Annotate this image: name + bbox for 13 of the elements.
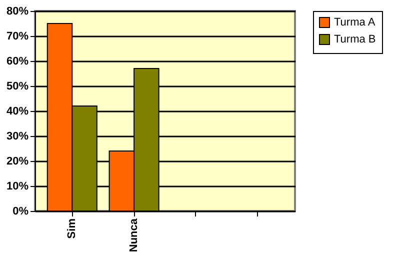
y-tick-label: 20%	[6, 156, 29, 168]
legend-label: Turma B	[334, 34, 376, 46]
legend-label: Turma A	[334, 16, 376, 28]
y-tick-label: 0%	[12, 206, 29, 218]
y-tick-label: 10%	[6, 180, 29, 192]
y-tick-label: 70%	[6, 30, 29, 42]
y-tick-label: 40%	[6, 106, 29, 118]
x-tick-label: Sim	[66, 218, 78, 239]
y-tick-label: 80%	[6, 6, 29, 18]
y-tick-label: 30%	[6, 130, 29, 142]
y-tick-label: 50%	[6, 80, 29, 92]
y-tick-label: 60%	[6, 56, 29, 68]
x-tick-label: Nunca	[128, 218, 140, 252]
